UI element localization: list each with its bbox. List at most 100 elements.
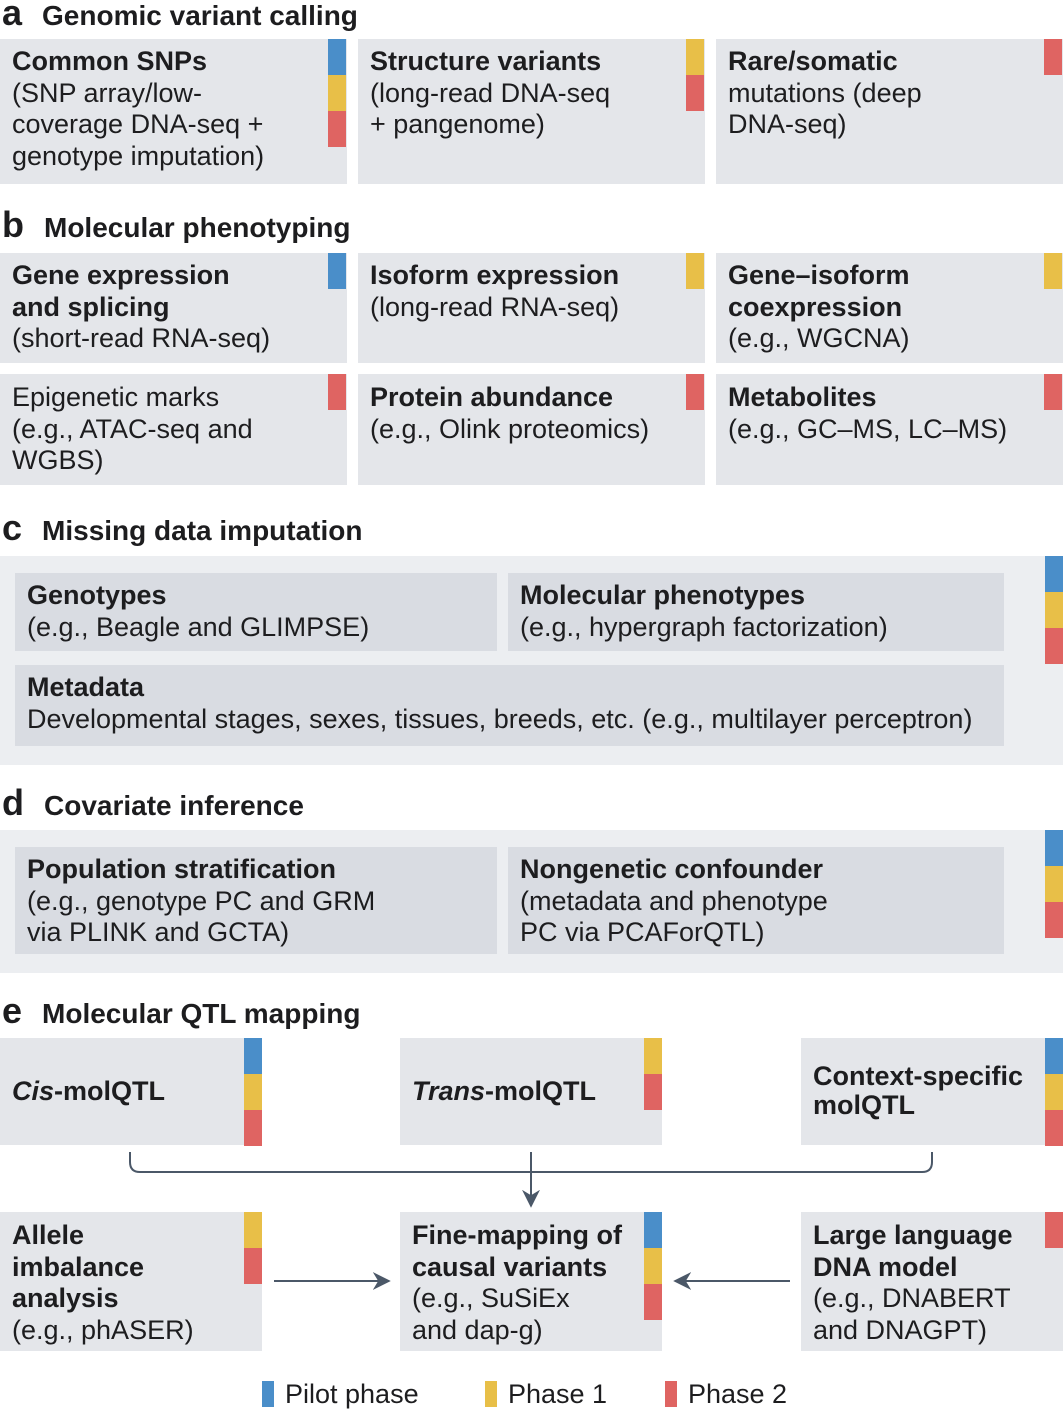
card-title: Large language [813, 1220, 1013, 1250]
card-title: Common SNPs [12, 46, 208, 76]
card-fine-mapping: Fine-mapping of causal variants (e.g., S… [400, 1212, 662, 1351]
phase1-marker [244, 1074, 262, 1110]
card-common-snps: Common SNPs (SNP array/low- coverage DNA… [0, 39, 347, 184]
card-line: (e.g., Olink proteomics) [370, 413, 650, 444]
phase2-marker [328, 374, 346, 410]
title-italic-part: Cis [12, 1076, 55, 1106]
section-a-title: a Genomic variant calling [2, 0, 358, 31]
legend-swatch-phase1 [485, 1381, 497, 1407]
card-line: (short-read RNA-seq) [12, 323, 271, 353]
section-letter: a [2, 0, 23, 33]
phase1-marker [686, 253, 704, 289]
phase2-marker [686, 374, 704, 410]
card-text: Molecular phenotypes (e.g., hypergraph f… [520, 580, 888, 643]
card-title: DNA model [813, 1251, 958, 1282]
card-genotypes: Genotypes (e.g., Beagle and GLIMPSE) [15, 573, 497, 651]
card-line: DNA-seq) [728, 109, 847, 139]
pilot-phase-marker [1045, 830, 1063, 866]
card-line: Developmental stages, sexes, tissues, br… [27, 703, 973, 734]
card-text: Gene–isoform coexpression (e.g., WGCNA) [728, 260, 910, 355]
card-title: Genotypes [27, 580, 167, 610]
card-text: Nongenetic confounder (metadata and phen… [520, 854, 828, 949]
card-title: Allele [12, 1220, 85, 1250]
section-heading: Genomic variant calling [42, 0, 358, 31]
pilot-phase-marker [328, 253, 346, 289]
card-isoform-expression: Isoform expression (long-read RNA-seq) [358, 253, 705, 363]
section-letter: c [2, 507, 23, 548]
section-heading: Molecular phenotyping [44, 212, 351, 243]
card-metadata: Metadata Developmental stages, sexes, ti… [15, 665, 1004, 746]
card-line: (e.g., genotype PC and GRM [27, 885, 376, 916]
card-title: Metadata [27, 672, 145, 702]
pilot-phase-marker [244, 1038, 262, 1074]
pilot-phase-marker [328, 39, 346, 75]
card-title: causal variants [412, 1251, 608, 1282]
card-title: imbalance [12, 1251, 145, 1282]
card-molecular-phenotypes: Molecular phenotypes (e.g., hypergraph f… [508, 573, 1004, 651]
card-title: Population stratification [27, 854, 337, 884]
card-gene-expression: Gene expression and splicing (short-read… [0, 253, 347, 363]
section-heading: Missing data imputation [42, 515, 363, 546]
phase2-marker [1045, 628, 1063, 664]
pilot-phase-marker [644, 1212, 662, 1248]
pilot-phase-marker [1045, 1038, 1063, 1074]
card-title: Metabolites [728, 382, 877, 412]
card-text: Epigenetic marks (e.g., ATAC-seq and WGB… [12, 382, 253, 477]
card-allele-imbalance: Allele imbalance analysis (e.g., phASER) [0, 1212, 262, 1351]
legend-swatch-pilot [262, 1381, 274, 1407]
card-line: (e.g., Beagle and GLIMPSE) [27, 611, 370, 642]
card-text: Fine-mapping of causal variants (e.g., S… [412, 1220, 622, 1346]
card-line: (long-read RNA-seq) [370, 291, 620, 322]
card-line: mutations (deep [728, 77, 922, 108]
card-text: Isoform expression (long-read RNA-seq) [370, 260, 619, 323]
card-text: Metabolites (e.g., GC–MS, LC–MS) [728, 382, 1007, 445]
card-line: (e.g., hypergraph factorization) [520, 611, 888, 642]
title-rest: -molQTL [485, 1076, 597, 1106]
phase2-marker [1044, 39, 1062, 75]
card-line: (e.g., WGCNA) [728, 323, 910, 353]
card-cis-molqtl: Cis-molQTL [0, 1038, 262, 1146]
phase2-marker [644, 1284, 662, 1320]
legend-label-phase2: Phase 2 [688, 1379, 788, 1409]
card-line: (e.g., GC–MS, LC–MS) [728, 413, 1008, 444]
card-line: + pangenome) [370, 109, 545, 139]
card-gene-isoform-coexpression: Gene–isoform coexpression (e.g., WGCNA) [716, 253, 1063, 363]
phase2-marker [1045, 1212, 1063, 1248]
card-text: Large language DNA model (e.g., DNABERT … [813, 1220, 1013, 1346]
phase2-marker [644, 1074, 662, 1110]
card-title: Structure variants [370, 46, 602, 76]
phase1-marker [244, 1212, 262, 1248]
card-line: WGBS) [12, 445, 104, 475]
phase2-marker [686, 75, 704, 111]
card-structure-variants: Structure variants (long-read DNA-seq + … [358, 39, 705, 184]
card-text: Context-specific molQTL [813, 1062, 1023, 1120]
section-d-title: d Covariate inference [2, 785, 304, 821]
legend-swatch-phase2 [665, 1381, 677, 1407]
card-line: Epigenetic marks [12, 382, 220, 412]
section-heading: Covariate inference [44, 790, 304, 821]
card-text: Allele imbalance analysis (e.g., phASER) [12, 1220, 194, 1346]
phase2-marker [244, 1110, 262, 1146]
card-title: Cis-molQTL [12, 1076, 165, 1108]
card-title: Nongenetic confounder [520, 854, 823, 884]
card-nongenetic-confounder: Nongenetic confounder (metadata and phen… [508, 847, 1004, 954]
phase1-marker [1044, 253, 1062, 289]
pilot-phase-marker [1045, 556, 1063, 592]
card-rare-somatic: Rare/somatic mutations (deep DNA-seq) [716, 39, 1063, 184]
phase2-marker [1045, 902, 1063, 938]
card-line: and dap-g) [412, 1314, 543, 1345]
card-protein-abundance: Protein abundance (e.g., Olink proteomic… [358, 374, 705, 485]
legend-label-phase1: Phase 1 [508, 1379, 608, 1409]
card-title: Trans-molQTL [412, 1076, 596, 1108]
card-title: coexpression [728, 291, 903, 322]
section-e-title: e Molecular QTL mapping [2, 993, 361, 1029]
section-letter: b [2, 204, 24, 245]
card-epigenetic-marks: Epigenetic marks (e.g., ATAC-seq and WGB… [0, 374, 347, 485]
phase1-marker [644, 1038, 662, 1074]
panel-covariate-inference: Population stratification (e.g., genotyp… [0, 830, 1063, 973]
card-title: analysis [12, 1283, 119, 1313]
section-heading: Molecular QTL mapping [42, 998, 361, 1029]
card-line: (metadata and phenotype [520, 885, 828, 916]
section-b-title: b Molecular phenotyping [2, 207, 351, 243]
